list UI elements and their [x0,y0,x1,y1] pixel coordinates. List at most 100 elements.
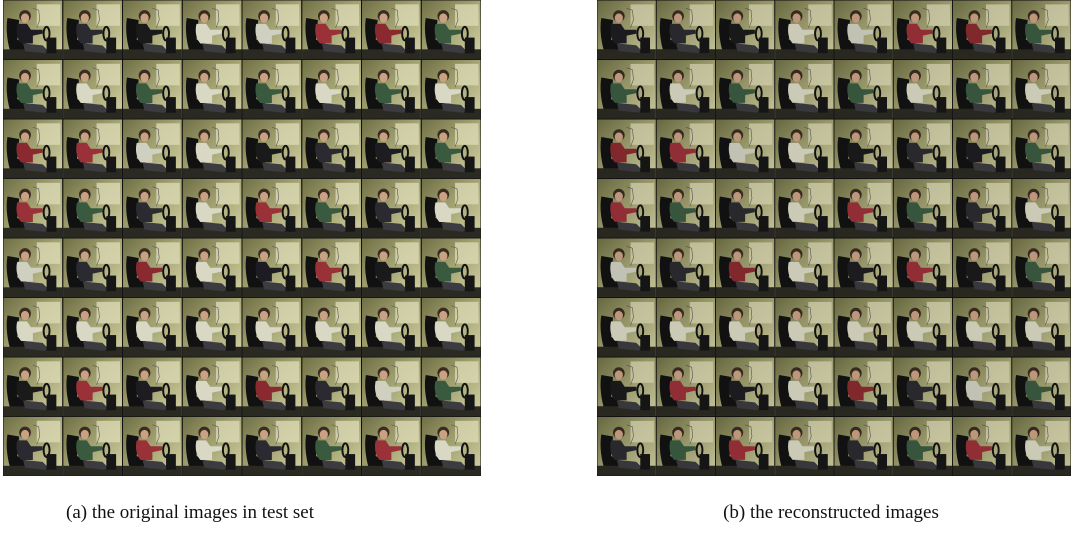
image-tile [894,1,952,59]
image-tile [302,119,361,178]
image-tile [123,119,182,178]
image-tile [775,1,833,59]
image-tile [63,0,122,59]
image-tile [716,179,774,237]
image-tile [183,0,242,59]
image-tile [894,179,952,237]
image-tile [422,357,481,416]
image-tile [243,179,302,238]
image-tile [834,358,892,416]
image-tile [422,417,481,476]
page: (a) the original images in test set (b) … [0,0,1071,544]
image-tile [422,238,481,297]
figure: (a) the original images in test set (b) … [0,0,1071,544]
image-tile [183,298,242,357]
image-tile [834,60,892,118]
image-tile [243,60,302,119]
image-tile [63,417,122,476]
image-tile [716,358,774,416]
image-tile [243,0,302,59]
image-tile [123,179,182,238]
image-tile [716,298,774,356]
image-tile [4,179,63,238]
caption: (a) the original images in test set [66,502,315,523]
image-tile [183,238,242,297]
image-tile [4,119,63,178]
image-tile [243,119,302,178]
image-tile [183,357,242,416]
image-tile [775,179,833,237]
image-tile [1012,1,1070,59]
image-tile [123,238,182,297]
image-tile [243,357,302,416]
image-tile [953,417,1011,475]
image-tile [834,179,892,237]
image-tile [1012,298,1070,356]
image-tile [422,60,481,119]
image-tile [597,239,655,297]
image-tile [63,60,122,119]
image-tile [63,119,122,178]
image-tile [597,417,655,475]
image-tile [302,0,361,59]
image-tile [894,417,952,475]
image-tile [834,239,892,297]
image-tile [123,0,182,59]
image-tile [597,120,655,178]
image-tile [183,179,242,238]
image-tile [953,120,1011,178]
image-tile [123,60,182,119]
image-grid-reconstructed [597,0,1071,476]
image-tile [657,60,715,118]
image-tile [775,358,833,416]
image-tile [953,358,1011,416]
image-tile [597,60,655,118]
image-tile [834,120,892,178]
image-grid-original [3,0,481,476]
image-tile [1012,120,1070,178]
image-tile [243,238,302,297]
image-tile [1012,239,1070,297]
image-tile [422,119,481,178]
image-tile [362,60,421,119]
image-tile [4,60,63,119]
image-tile [183,119,242,178]
image-tile [183,417,242,476]
image-tile [834,1,892,59]
image-tile [243,298,302,357]
image-tile [63,179,122,238]
image-tile [183,60,242,119]
image-tile [123,417,182,476]
image-tile [716,120,774,178]
image-tile [63,298,122,357]
caption: (b) the reconstructed images [723,502,939,523]
image-tile [953,60,1011,118]
image-tile [362,298,421,357]
image-tile [716,239,774,297]
image-tile [953,239,1011,297]
image-tile [597,179,655,237]
image-tile [362,417,421,476]
image-tile [243,417,302,476]
image-tile [1012,358,1070,416]
image-tile [362,0,421,59]
image-tile [894,298,952,356]
image-tile [597,1,655,59]
image-tile [657,417,715,475]
image-tile [123,298,182,357]
image-tile [597,298,655,356]
image-tile [362,238,421,297]
image-tile [302,357,361,416]
image-tile [953,179,1011,237]
image-tile [953,298,1011,356]
image-tile [657,1,715,59]
image-tile [953,1,1011,59]
image-tile [894,120,952,178]
image-tile [775,417,833,475]
image-tile [775,120,833,178]
image-tile [657,179,715,237]
image-tile [302,238,361,297]
image-tile [4,357,63,416]
image-tile [4,417,63,476]
image-tile [302,298,361,357]
